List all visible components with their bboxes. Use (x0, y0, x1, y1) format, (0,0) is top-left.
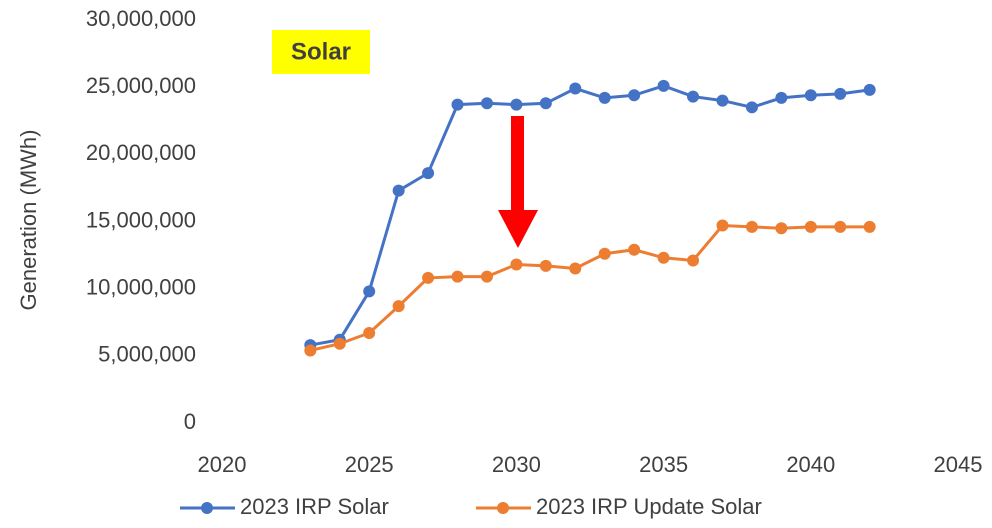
data-point (392, 300, 405, 313)
y-axis-title: Generation (MWh) (16, 130, 41, 311)
data-point (451, 270, 464, 283)
x-tick-label: 2035 (639, 452, 688, 477)
data-point (422, 167, 435, 180)
data-point (804, 89, 817, 102)
data-point (363, 326, 376, 339)
data-point (657, 79, 670, 92)
y-tick-label: 0 (184, 409, 196, 434)
legend-marker (201, 502, 213, 514)
data-point (480, 97, 493, 110)
x-tick-label: 2030 (492, 452, 541, 477)
annotation: Solar (291, 38, 351, 65)
data-point (510, 258, 523, 271)
data-point (804, 220, 817, 233)
arrow-head (498, 210, 538, 248)
data-point (716, 219, 729, 232)
data-point (539, 97, 552, 110)
data-point (304, 344, 317, 357)
data-point (745, 220, 758, 233)
data-point (657, 251, 670, 264)
data-point (480, 270, 493, 283)
x-tick-label: 2045 (934, 452, 983, 477)
data-point (716, 94, 729, 107)
data-point (863, 83, 876, 96)
data-point (834, 87, 847, 100)
data-point (775, 91, 788, 104)
data-point (598, 247, 611, 260)
data-point (745, 101, 758, 114)
legend-label: 2023 IRP Solar (240, 494, 389, 519)
data-point (451, 98, 464, 111)
data-point (392, 184, 405, 197)
data-point (363, 285, 376, 298)
y-tick-label: 25,000,000 (86, 73, 196, 98)
data-point (510, 98, 523, 111)
legend-label: 2023 IRP Update Solar (536, 494, 762, 519)
data-point (628, 243, 641, 256)
legend-marker (497, 502, 509, 514)
x-tick-label: 2040 (786, 452, 835, 477)
y-tick-label: 10,000,000 (86, 274, 196, 299)
data-point (422, 271, 435, 284)
y-tick-label: 5,000,000 (98, 342, 196, 367)
data-point (775, 222, 788, 235)
y-tick-label: 20,000,000 (86, 140, 196, 165)
x-tick-label: 2020 (198, 452, 247, 477)
x-tick-label: 2025 (345, 452, 394, 477)
series-line (309, 223, 870, 352)
annotation-box (272, 30, 370, 74)
data-point (569, 262, 582, 275)
data-point (333, 337, 346, 350)
arrow-shaft (511, 116, 524, 214)
data-point (687, 90, 700, 103)
y-tick-label: 15,000,000 (86, 207, 196, 232)
y-tick-label: 30,000,000 (86, 6, 196, 31)
data-point (598, 91, 611, 104)
data-point (539, 259, 552, 272)
data-point (834, 220, 847, 233)
data-point (628, 89, 641, 102)
data-point (863, 220, 876, 233)
data-point (687, 254, 700, 267)
data-point (569, 82, 582, 95)
